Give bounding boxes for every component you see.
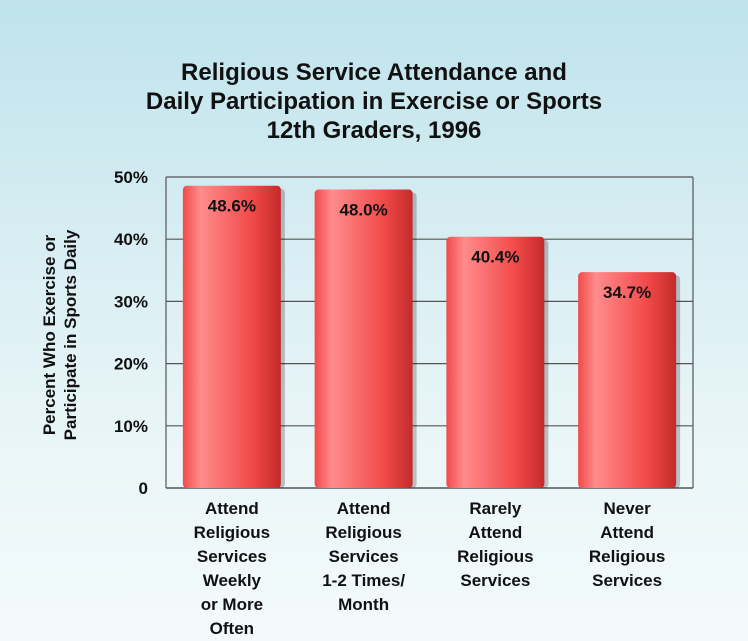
data-label: 48.0% <box>340 200 388 219</box>
data-label: 40.4% <box>471 248 519 267</box>
y-tick-label: 50% <box>114 168 148 187</box>
y-tick-label: 30% <box>114 292 148 311</box>
x-tick-label-line: Weekly <box>202 571 262 590</box>
y-tick-label: 40% <box>114 230 148 249</box>
x-tick-label-line: Attend <box>204 499 259 518</box>
x-tick-label-line: Religious <box>325 523 402 542</box>
data-label: 48.6% <box>208 197 256 216</box>
y-tick-label: 0 <box>139 479 148 498</box>
bar <box>446 236 545 488</box>
x-tick-label-line: Religious <box>193 523 271 542</box>
x-tick-label-line: Attend <box>336 499 391 518</box>
data-label: 34.7% <box>603 283 651 302</box>
title-line: Daily Participation in Exercise or Sport… <box>145 88 603 115</box>
x-tick-label: Never Attend Religious Services <box>562 497 692 593</box>
x-tick-label-line: Attend <box>468 523 523 542</box>
x-tick-label-line: Month <box>338 595 390 614</box>
x-tick-label-line: Services <box>460 571 531 590</box>
x-tick-label: Rarely Attend Religious Services <box>430 497 560 593</box>
x-tick-label: Attend Religious Services 1-2 Times/Month <box>299 497 429 617</box>
bar <box>314 189 413 488</box>
x-tick-label-line: 1-2 Times/ <box>322 571 406 590</box>
x-tick-label-line: Services <box>328 547 399 566</box>
x-tick-label-line: Services <box>196 547 267 566</box>
title-line: 12th Graders, 1996 <box>266 117 482 144</box>
x-tick-label-line: Attend <box>600 523 655 542</box>
y-tick-label: 20% <box>114 355 148 374</box>
chart-title: Religious Service Attendance and Daily P… <box>0 58 748 145</box>
x-tick-label-line: or More <box>200 595 264 614</box>
x-tick-label-line: Services <box>592 571 663 590</box>
title-line: Religious Service Attendance and <box>181 59 567 86</box>
x-tick-label-line: Religious <box>588 547 666 566</box>
x-tick-label: Attend Religious Services Weekly or More Ofte… <box>167 497 297 641</box>
x-tick-label-line: Religious <box>457 547 534 566</box>
y-tick-label: 10% <box>114 417 148 436</box>
x-tick-label-line: Rarely <box>469 499 522 518</box>
x-tick-label-line: Never <box>603 499 651 518</box>
x-tick-label-line: Often <box>209 619 255 638</box>
bar <box>578 272 677 488</box>
bar <box>182 185 281 488</box>
